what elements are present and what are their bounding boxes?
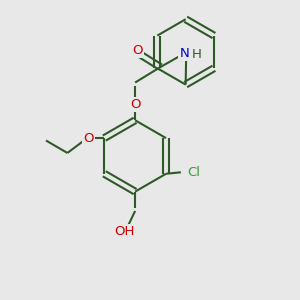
Text: O: O: [130, 98, 140, 111]
Text: Cl: Cl: [188, 166, 200, 179]
Text: O: O: [132, 44, 143, 57]
Text: OH: OH: [115, 225, 135, 238]
Text: H: H: [192, 48, 202, 61]
Text: N: N: [179, 47, 189, 60]
Text: O: O: [83, 132, 94, 145]
